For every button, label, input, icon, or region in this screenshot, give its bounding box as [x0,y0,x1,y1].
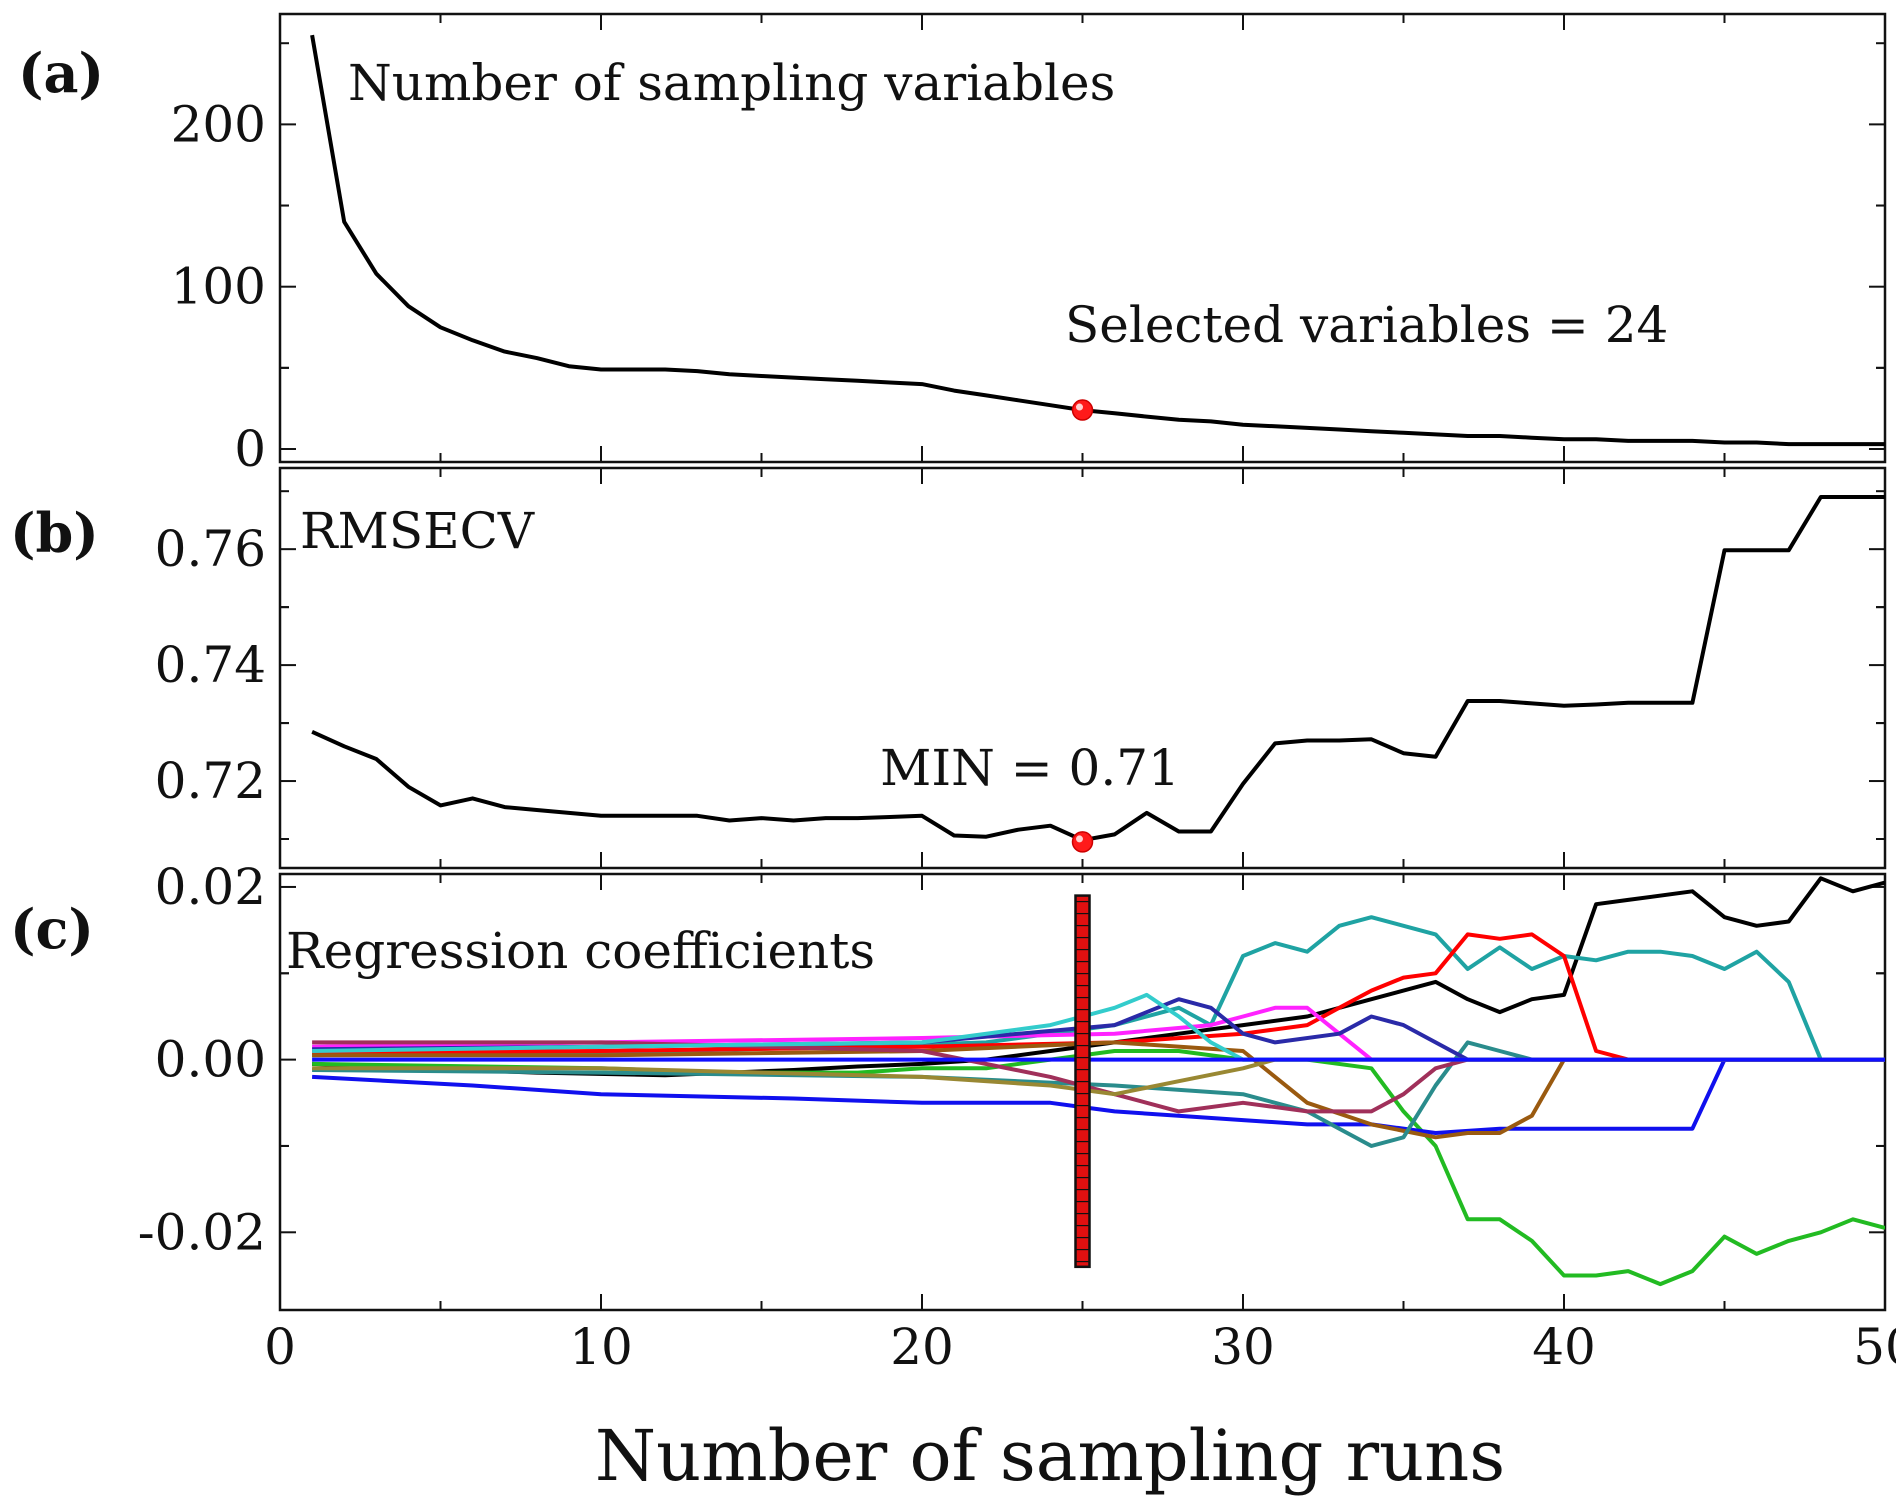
x-tick-label: 10 [569,1318,633,1376]
panel-c-series [311,876,1885,1287]
x-tick-label: 20 [890,1318,954,1376]
y-tick-label: -0.02 [138,1203,266,1261]
y-tick-label: 0.72 [155,752,266,810]
panel-title: Number of sampling variables [348,54,1115,112]
x-axis: 0 10 20 30 40 50 [264,1318,1896,1376]
panel-title: RMSECV [300,502,535,560]
y-tick-label: 0.76 [155,520,266,578]
panel-letter: (b) [10,501,99,565]
y-tick-label: 0 [234,420,266,478]
y-tick-label: 100 [171,258,266,316]
minimum-point-highlight [1076,835,1083,843]
annotation-label: Selected variables = 24 [1065,296,1668,354]
panel-a-series [310,34,1885,447]
x-tick-label: 0 [264,1318,296,1376]
panels: 0 100 200 Selected variables = 24 Number of … [10,12,1887,1312]
series-line [312,1040,1885,1140]
y-tick-label: 0.74 [155,636,266,694]
y-tick-label: 0.02 [155,858,266,916]
panel-b-series [311,495,1885,843]
series-line [310,34,1885,447]
y-tick-label: 200 [171,95,266,153]
annotation-label: MIN = 0.71 [880,739,1180,797]
panel-title: Regression coefficients [286,922,875,980]
series-line [312,1005,1885,1062]
series-line [312,992,1885,1062]
y-tick-label: 0.00 [155,1031,266,1089]
panel-letter: (a) [18,41,104,105]
panel-a: 0 100 200 Selected variables = 24 Number of … [18,12,1887,478]
x-tick-label: 40 [1532,1318,1596,1376]
minimum-point [1071,399,1094,421]
series-line [311,495,1885,843]
x-tick-label: 50 [1853,1318,1896,1376]
series-line [312,1049,1885,1287]
series-line [311,1057,1885,1135]
panel-b: 0.72 0.74 0.76 MIN = 0.71 RMSECV (b) [10,466,1887,870]
minimum-point-highlight [1076,403,1083,411]
series-line [312,1057,1885,1097]
minimum-point [1071,831,1094,853]
panel-letter: (c) [10,897,94,961]
panel-c: -0.02 0.00 0.02 Regression coefficients (c) [10,858,1887,1312]
x-tick-label: 30 [1211,1318,1275,1376]
series-line [312,1040,1885,1114]
x-axis-label: Number of sampling runs [595,1415,1505,1497]
